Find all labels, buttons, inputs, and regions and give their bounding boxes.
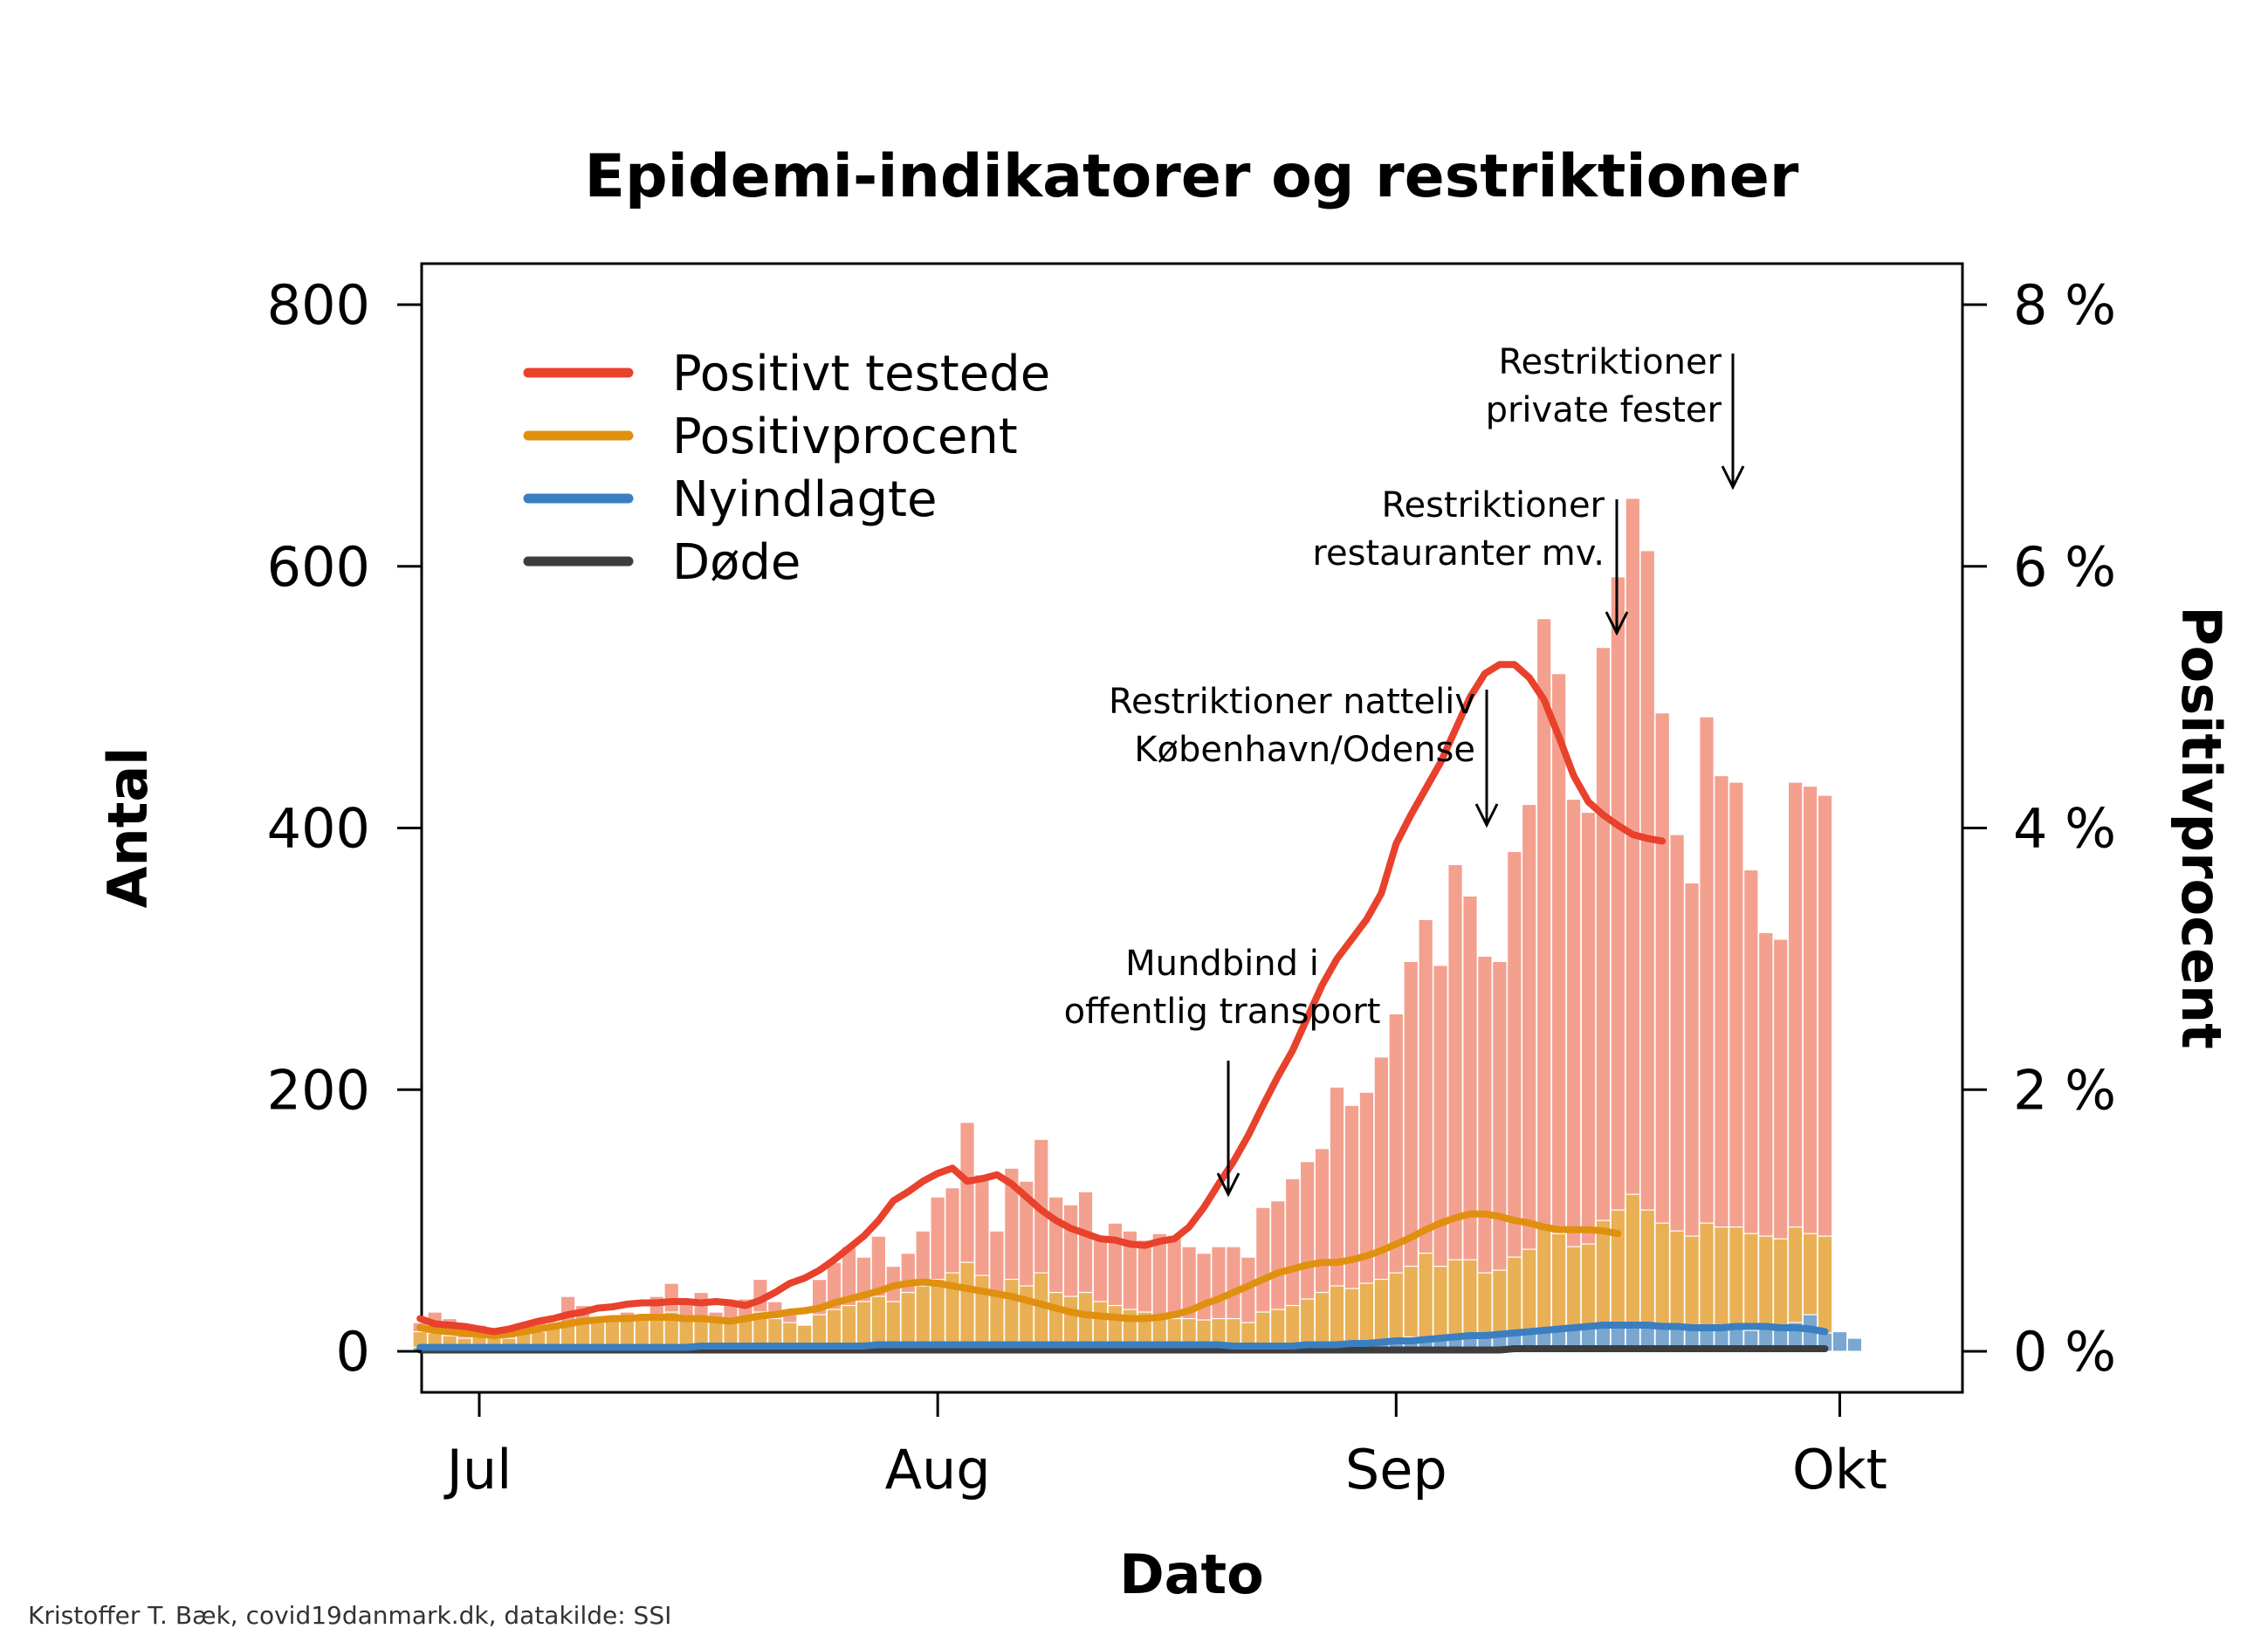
annotation-label: København/Odense xyxy=(1134,730,1475,770)
y-tick-label: 200 xyxy=(267,1058,370,1122)
percent-bar xyxy=(930,1278,945,1352)
annotation-label: Mundbind i xyxy=(1125,944,1319,984)
y-right-tick-label: 8 % xyxy=(2013,273,2116,337)
chart-title: Epidemi-indikatorer og restriktioner xyxy=(585,142,1799,211)
positive-line xyxy=(416,661,1667,1336)
credit-text: Kristoffer T. Bæk, covid19danmark.dk, da… xyxy=(28,1601,671,1630)
y-right-tick-label: 4 % xyxy=(2013,797,2116,861)
annotation-arrowhead xyxy=(1721,465,1745,491)
percent-line xyxy=(416,1210,1622,1339)
y-tick-label: 0 xyxy=(336,1320,370,1384)
y-axis-right-title: Positivprocent xyxy=(2169,606,2233,1049)
x-axis-title: Dato xyxy=(1119,1543,1264,1606)
y-tick-label: 600 xyxy=(267,535,370,599)
annotation-label: Restriktioner xyxy=(1498,342,1722,382)
x-tick-label: Okt xyxy=(1792,1438,1887,1501)
admitted-line xyxy=(416,1322,1829,1351)
legend-label: Positivt testede xyxy=(672,346,1050,402)
x-tick-label: Jul xyxy=(443,1438,512,1501)
x-tick-label: Sep xyxy=(1345,1438,1447,1501)
annotations-layer: Mundbind i offentlig transport Restriktion… xyxy=(1064,342,1745,1198)
legend-label: Døde xyxy=(672,534,801,591)
annotation-label: Restriktioner xyxy=(1381,485,1605,526)
annotation-label: Restriktioner natteliv xyxy=(1109,682,1475,722)
annotation-label: private fester xyxy=(1486,390,1722,430)
lines-layer xyxy=(416,661,1829,1354)
annotation-arrowhead xyxy=(1216,1172,1241,1198)
bars-layer xyxy=(412,498,1863,1352)
admitted-bar xyxy=(1846,1337,1863,1352)
annotation-label: restauranter mv. xyxy=(1312,533,1605,574)
annotation-arrowhead xyxy=(1605,611,1629,636)
percent-bar xyxy=(959,1261,975,1352)
x-tick-label: Aug xyxy=(885,1438,991,1501)
y-axis-title: Antal xyxy=(96,747,160,909)
admitted-bar xyxy=(1832,1330,1848,1352)
axes-layer: 0 200 400 600 800 0 % 2 % 4 % 6 % 8 % Jul Aug Sep Okt xyxy=(267,273,2116,1501)
percent-bar xyxy=(1004,1278,1020,1352)
y-tick-label: 800 xyxy=(267,273,370,337)
y-right-tick-label: 6 % xyxy=(2013,535,2116,599)
y-right-tick-label: 0 % xyxy=(2013,1320,2116,1384)
annotation-arrowhead xyxy=(1474,803,1499,828)
legend: Positivt testede Positivprocent Nyindlagte… xyxy=(523,346,1050,591)
legend-label: Positivprocent xyxy=(672,409,1018,465)
y-tick-label: 400 xyxy=(267,797,370,861)
annotation-label: offentlig transport xyxy=(1064,992,1381,1032)
y-right-tick-label: 2 % xyxy=(2013,1058,2116,1122)
percent-bar xyxy=(1033,1272,1049,1352)
legend-label: Nyindlagte xyxy=(672,471,937,528)
